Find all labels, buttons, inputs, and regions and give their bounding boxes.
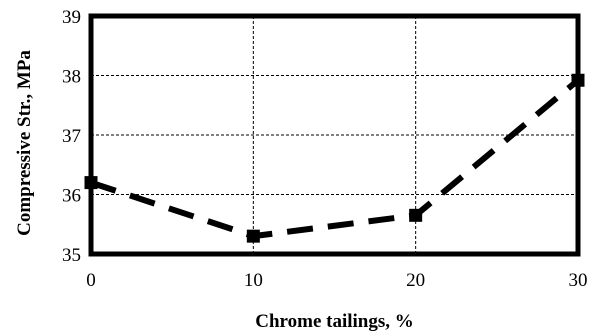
x-axis-title: Chrome tailings, % [255, 311, 414, 332]
y-tick-labels: 35 36 37 38 39 [62, 7, 81, 266]
x-tick-label: 20 [406, 270, 425, 291]
y-tick-label: 36 [62, 186, 81, 207]
x-tick-label: 30 [569, 270, 588, 291]
y-tick-label: 35 [62, 245, 81, 266]
plot-frame [88, 13, 581, 257]
y-tick-label: 37 [62, 126, 81, 147]
x-tick-labels: 0 10 20 30 [86, 270, 587, 291]
series-layer [84, 73, 585, 243]
y-tick-label: 39 [62, 7, 81, 28]
x-tick-label: 0 [86, 270, 96, 291]
y-tick-label: 38 [62, 67, 81, 88]
data-point-marker [246, 229, 260, 243]
y-axis-title: Compressive Str., MPa [14, 50, 35, 236]
x-tick-label: 10 [244, 270, 263, 291]
grid-lines [91, 16, 578, 254]
series-line [90, 77, 580, 240]
data-point-marker [409, 208, 423, 222]
